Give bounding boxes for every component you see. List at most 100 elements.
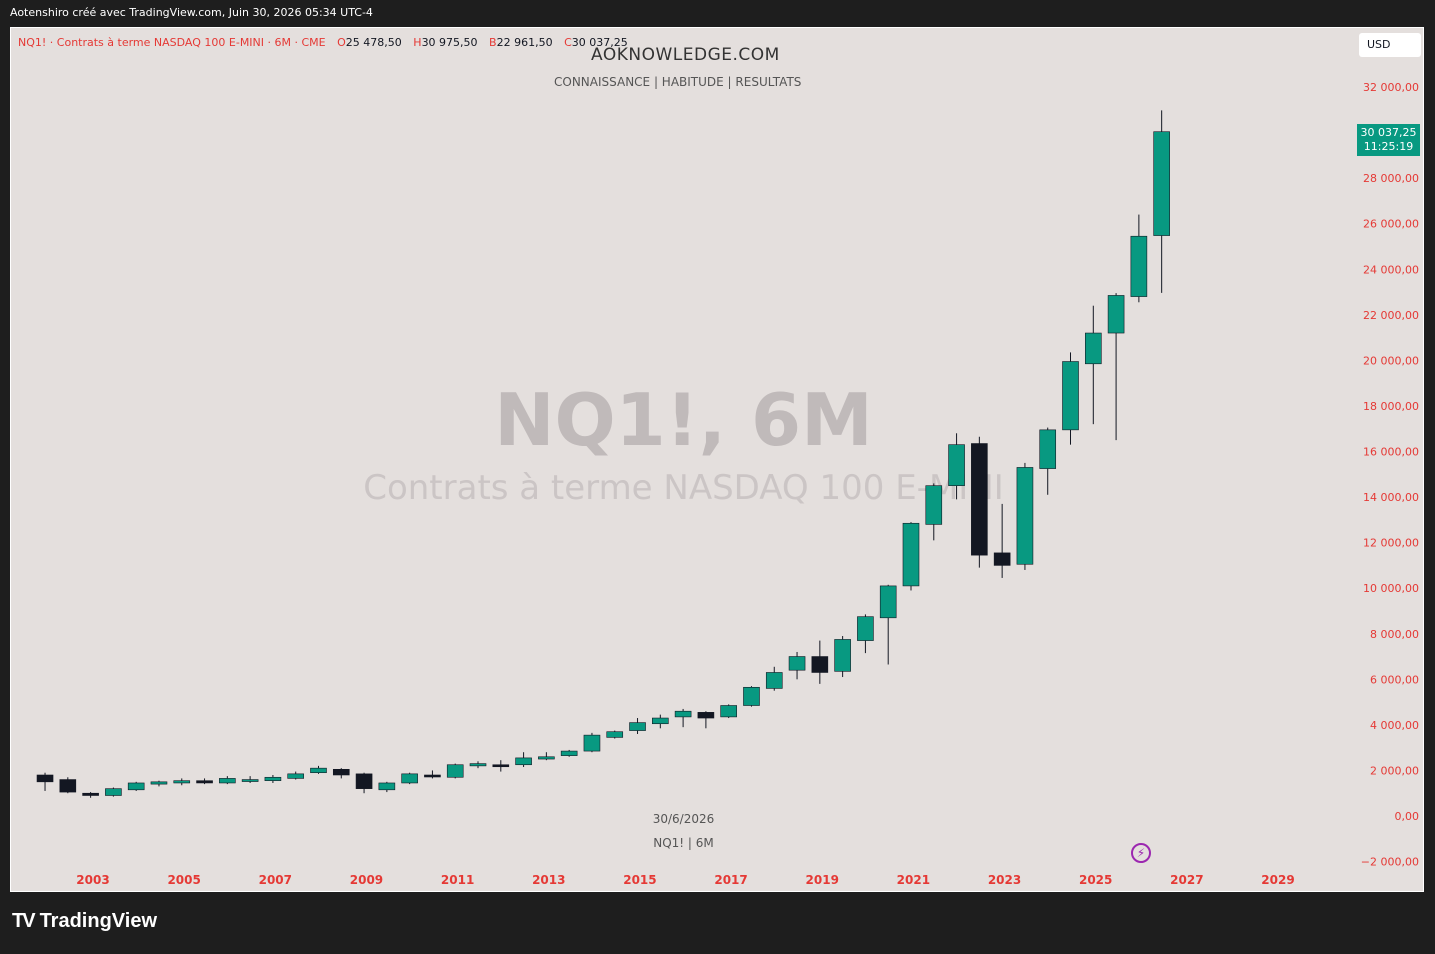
candle[interactable]: [652, 714, 669, 729]
candle-body: [424, 774, 441, 778]
candle[interactable]: [310, 765, 327, 774]
candle[interactable]: [219, 776, 236, 785]
candle-body: [788, 656, 806, 671]
candle-body: [401, 773, 418, 784]
candle[interactable]: [720, 704, 737, 719]
candle-body: [287, 773, 305, 779]
candle[interactable]: [1062, 352, 1079, 445]
candle[interactable]: [150, 780, 168, 787]
candle[interactable]: [82, 792, 99, 798]
candle[interactable]: [765, 666, 783, 691]
y-tick-label: 4 000,00: [1370, 719, 1419, 732]
x-tick-label: 2019: [806, 873, 839, 887]
candle[interactable]: [560, 749, 578, 757]
candle[interactable]: [925, 483, 943, 541]
candle[interactable]: [606, 730, 624, 739]
candle[interactable]: [355, 772, 373, 794]
candle[interactable]: [515, 752, 532, 768]
plot-area[interactable]: NQ1!, 6M Contrats à terme NASDAQ 100 E-M…: [11, 28, 1356, 891]
header-title: Aotenshiro créé avec TradingView.com, Ju…: [10, 6, 373, 19]
last-price-tag: 30 037,25 11:25:19: [1357, 124, 1420, 156]
y-tick-label: 14 000,00: [1363, 491, 1419, 504]
y-tick-label: 8 000,00: [1370, 628, 1419, 641]
legend-symbol[interactable]: NQ1! · Contrats à terme NASDAQ 100 E-MIN…: [18, 36, 326, 49]
candle[interactable]: [629, 718, 646, 734]
candle-body: [583, 734, 601, 752]
candle[interactable]: [743, 686, 760, 707]
candle[interactable]: [811, 640, 829, 684]
candle[interactable]: [1130, 214, 1148, 303]
candle-body: [674, 710, 692, 718]
candle[interactable]: [971, 436, 988, 568]
candle[interactable]: [879, 584, 897, 665]
candle[interactable]: [948, 433, 965, 500]
candle[interactable]: [36, 772, 54, 791]
candle[interactable]: [538, 752, 555, 761]
currency-button[interactable]: USD: [1359, 33, 1421, 57]
tradingview-wordmark: TradingView: [39, 910, 158, 932]
candle[interactable]: [1107, 293, 1125, 441]
candle[interactable]: [492, 760, 510, 772]
chart-frame[interactable]: NQ1!, 6M Contrats à terme NASDAQ 100 E-M…: [10, 27, 1424, 892]
tradingview-mark-icon: TV: [12, 910, 36, 932]
candle[interactable]: [446, 763, 464, 779]
candle[interactable]: [902, 522, 920, 591]
candle[interactable]: [788, 651, 806, 680]
legend-open-value: 25 478,50: [345, 36, 402, 49]
candle[interactable]: [583, 732, 601, 753]
candle[interactable]: [1153, 110, 1170, 293]
candle-body: [993, 552, 1011, 566]
legend-low-key: B: [489, 36, 497, 49]
candle[interactable]: [697, 711, 715, 729]
candle[interactable]: [287, 771, 305, 780]
candle[interactable]: [332, 768, 350, 779]
candle-body: [264, 776, 282, 781]
x-tick-label: 2011: [441, 873, 474, 887]
bar-countdown: 11:25:19: [1363, 140, 1414, 153]
x-tick-label: 2007: [259, 873, 292, 887]
y-tick-label: 22 000,00: [1363, 309, 1419, 322]
candle[interactable]: [105, 787, 122, 797]
candle[interactable]: [1016, 462, 1034, 570]
candle-body: [82, 792, 99, 796]
candlestick-chart[interactable]: 2003 2005 2007 2009 2011 2013 2015 2017 2019 2021…: [11, 28, 1356, 891]
candle-body: [105, 788, 122, 796]
candle[interactable]: [834, 636, 851, 678]
symbol-legend[interactable]: NQ1! · Contrats à terme NASDAQ 100 E-MIN…: [18, 36, 628, 49]
candle[interactable]: [469, 761, 487, 769]
candle[interactable]: [857, 614, 874, 654]
tradingview-logo[interactable]: TV TradingView: [12, 910, 157, 933]
legend-high-key: H: [413, 36, 422, 49]
candle-body: [560, 750, 578, 756]
x-tick-label: 2023: [988, 873, 1021, 887]
candle-body: [834, 639, 851, 672]
y-tick-label: 0,00: [1395, 810, 1420, 823]
candle[interactable]: [993, 503, 1011, 578]
candle-body: [720, 705, 737, 718]
site-tagline: CONNAISSANCE | HABITUDE | RESULTATS: [554, 75, 802, 89]
price-axis-labels: −2 000,00 0,00 2 000,00 4 000,00 6 000,00 8 0…: [1361, 81, 1420, 869]
candle[interactable]: [241, 776, 259, 783]
candle[interactable]: [401, 772, 418, 785]
candle[interactable]: [674, 708, 692, 728]
candle[interactable]: [378, 781, 396, 793]
candle-body: [925, 485, 943, 525]
candle[interactable]: [59, 777, 77, 794]
y-tick-label: −2 000,00: [1361, 856, 1419, 869]
x-tick-label: 2013: [532, 873, 565, 887]
lightning-icon[interactable]: ⚡: [1131, 843, 1151, 863]
candle[interactable]: [1084, 305, 1102, 425]
candle[interactable]: [127, 781, 145, 791]
candle[interactable]: [196, 778, 213, 785]
candle-body: [36, 774, 54, 783]
y-tick-label: 16 000,00: [1363, 446, 1419, 459]
candle-body: [765, 672, 783, 689]
price-axis[interactable]: −2 000,00 0,00 2 000,00 4 000,00 6 000,00 8 0…: [1356, 28, 1423, 891]
candle[interactable]: [264, 774, 282, 783]
legend-close-key: C: [564, 36, 572, 49]
candle-body: [811, 656, 829, 673]
candle-body: [332, 768, 350, 776]
candle[interactable]: [1039, 427, 1057, 495]
candle[interactable]: [424, 770, 441, 779]
candle[interactable]: [173, 778, 191, 786]
